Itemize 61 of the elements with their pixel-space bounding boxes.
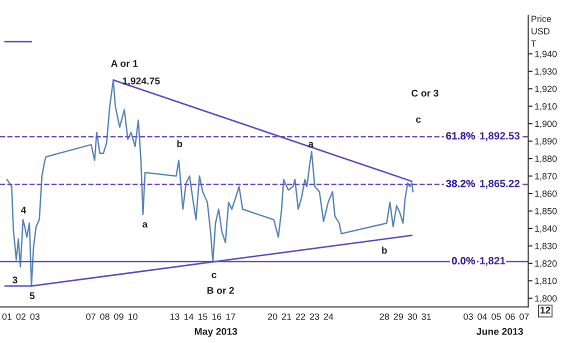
x-tick-label: 28 <box>380 313 390 320</box>
y-axis-title: Price USD T <box>531 15 552 47</box>
y-tick-label: 1,870 <box>535 173 557 180</box>
annotation: 1,924.75 <box>122 78 160 86</box>
x-tick-label: 04 <box>478 313 487 320</box>
y-tick-label: 1,830 <box>535 242 557 250</box>
y-tick-label: 1,910 <box>535 103 557 111</box>
x-tick-label: 15 <box>198 314 208 320</box>
x-tick-label: 30 <box>408 313 418 320</box>
annotation: B or 2 <box>207 287 234 294</box>
annotation: 5 <box>30 292 35 300</box>
x-tick-label: 09 <box>114 313 124 320</box>
x-tick-label: 31 <box>422 313 431 320</box>
annotation: b <box>382 246 387 254</box>
y-tick-label: 1,930 <box>535 68 557 76</box>
annotation: 4 <box>20 206 26 214</box>
annotation: b <box>177 140 182 148</box>
x-tick-label: 22 <box>296 313 306 320</box>
x-tick-label: 13 <box>170 313 180 320</box>
x-tick-label: 24 <box>324 313 334 320</box>
x-tick-label: 02 <box>16 313 26 320</box>
y-tick-label: 1,820 <box>535 260 557 268</box>
ref-line-label: 1,892.53 <box>480 132 520 142</box>
annotation: a <box>142 222 148 228</box>
text: 12 <box>540 306 550 314</box>
y-tick-label: 1,860 <box>535 190 557 198</box>
ref-line-label: 1,821 <box>480 257 506 266</box>
text: June 2013 <box>476 328 523 335</box>
y-tick-label: 1,850 <box>535 208 557 216</box>
x-tick-label: 08 <box>100 313 110 320</box>
annotation: A or 1 <box>111 60 138 67</box>
x-tick-label: 10 <box>128 313 138 320</box>
ref-line-label: 1,865.22 <box>480 180 520 189</box>
x-tick-label: 03 <box>30 313 40 320</box>
annotation: 3 <box>12 276 18 284</box>
y-tick-label: 1,880 <box>535 156 557 164</box>
x-tick-label: 14 <box>184 314 194 320</box>
annotation: C or 3 <box>412 90 438 97</box>
y-tick-label: 1,840 <box>535 225 557 233</box>
y-tick-label: 1,800 <box>535 295 557 303</box>
x-tick-label: 06 <box>506 313 515 320</box>
x-tick-label: 01 <box>2 313 12 320</box>
x-tick-label: 23 <box>310 313 320 320</box>
text: May 2013 <box>194 328 238 337</box>
x-tick-label: 20 <box>268 313 278 320</box>
x-tick-label: 29 <box>394 313 403 320</box>
x-tick-label: 16 <box>212 313 222 320</box>
x-tick-label: 17 <box>226 314 236 320</box>
y-tick-label: 1,810 <box>535 278 557 286</box>
annotation: c <box>416 117 421 123</box>
x-tick-label: 05 <box>492 313 501 320</box>
x-tick-label: 07 <box>519 313 529 320</box>
x-tick-label: 21 <box>282 313 292 320</box>
y-tick-label: 1,940 <box>535 50 557 58</box>
x-tick-label: 07 <box>86 313 96 320</box>
y-tick-label: 1,920 <box>535 86 557 94</box>
x-tick-label: 03 <box>464 313 473 320</box>
y-tick-label: 1,890 <box>535 138 557 146</box>
annotation: c <box>212 272 216 278</box>
y-tick-label: 1,900 <box>535 120 557 128</box>
annotation: a <box>308 142 314 148</box>
